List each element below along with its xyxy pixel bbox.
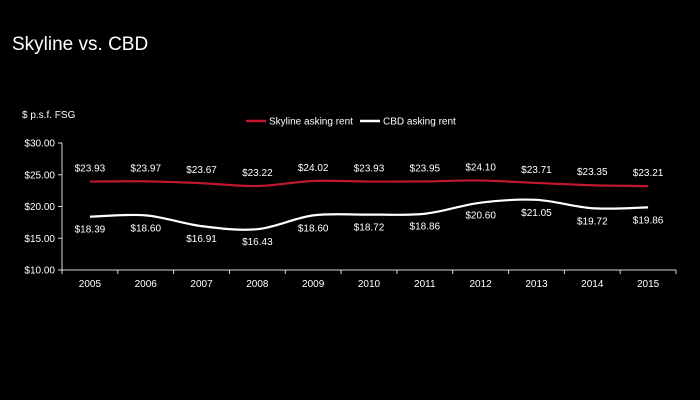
cbd-data-label: $20.60 [465, 211, 496, 222]
x-tick-label: 2005 [79, 279, 102, 290]
x-tick-label: 2011 [414, 279, 436, 290]
skyline-data-label: $24.10 [465, 162, 496, 173]
y-tick-label: $25.00 [24, 170, 55, 181]
skyline-data-label: $23.93 [354, 164, 385, 175]
skyline-data-label: $23.67 [186, 165, 217, 176]
skyline-data-label: $23.21 [633, 168, 664, 179]
legend-label-cbd: CBD asking rent [383, 117, 456, 128]
x-tick-label: 2015 [637, 279, 660, 290]
chart-legend: Skyline asking rent CBD asking rent [246, 117, 456, 128]
skyline-data-label: $23.95 [410, 163, 441, 174]
chart-series [89, 179, 649, 231]
x-tick-label: 2010 [358, 279, 381, 290]
cbd-data-label: $16.91 [186, 234, 217, 245]
x-tick-label: 2006 [135, 279, 158, 290]
legend-label-skyline: Skyline asking rent [269, 117, 353, 128]
chart-axes: $10.00 $15.00 $20.00 $25.00 $30.00 2005 2006 20… [24, 139, 677, 290]
cbd-data-label: $18.39 [75, 225, 106, 236]
x-tick-label: 2007 [190, 279, 213, 290]
y-tick-label: $20.00 [24, 202, 55, 213]
skyline-data-label: $23.35 [577, 167, 608, 178]
skyline-data-label: $23.97 [130, 163, 161, 174]
skyline-data-label: $23.22 [242, 168, 273, 179]
cbd-data-label: $18.72 [354, 223, 385, 234]
x-tick-label: 2013 [525, 279, 548, 290]
skyline-data-label: $23.71 [521, 165, 552, 176]
y-tick-label: $10.00 [24, 266, 55, 277]
y-axis-label: $ p.s.f. FSG [22, 110, 76, 121]
chart-data-labels: $23.93 $23.97 $23.67 $23.22 $24.02 $23.93 $23.… [75, 162, 664, 248]
cbd-data-label: $19.72 [577, 216, 608, 227]
x-tick-label: 2008 [246, 279, 269, 290]
skyline-data-label: $23.93 [75, 164, 106, 175]
slide-title: Skyline vs. CBD [12, 34, 149, 55]
skyline-data-label: $24.02 [298, 163, 329, 174]
skyline-series-line [89, 179, 649, 188]
cbd-data-label: $18.60 [298, 223, 329, 234]
x-tick-label: 2009 [302, 279, 325, 290]
x-tick-label: 2012 [470, 279, 493, 290]
y-tick-label: $15.00 [24, 234, 55, 245]
y-tick-label: $30.00 [24, 139, 55, 150]
cbd-data-label: $18.86 [410, 222, 441, 233]
cbd-data-label: $21.05 [521, 208, 552, 219]
cbd-series-line [89, 198, 649, 231]
x-tick-label: 2014 [581, 279, 604, 290]
cbd-data-label: $19.86 [633, 215, 664, 226]
cbd-data-label: $18.60 [130, 223, 161, 234]
cbd-data-label: $16.43 [242, 237, 273, 248]
